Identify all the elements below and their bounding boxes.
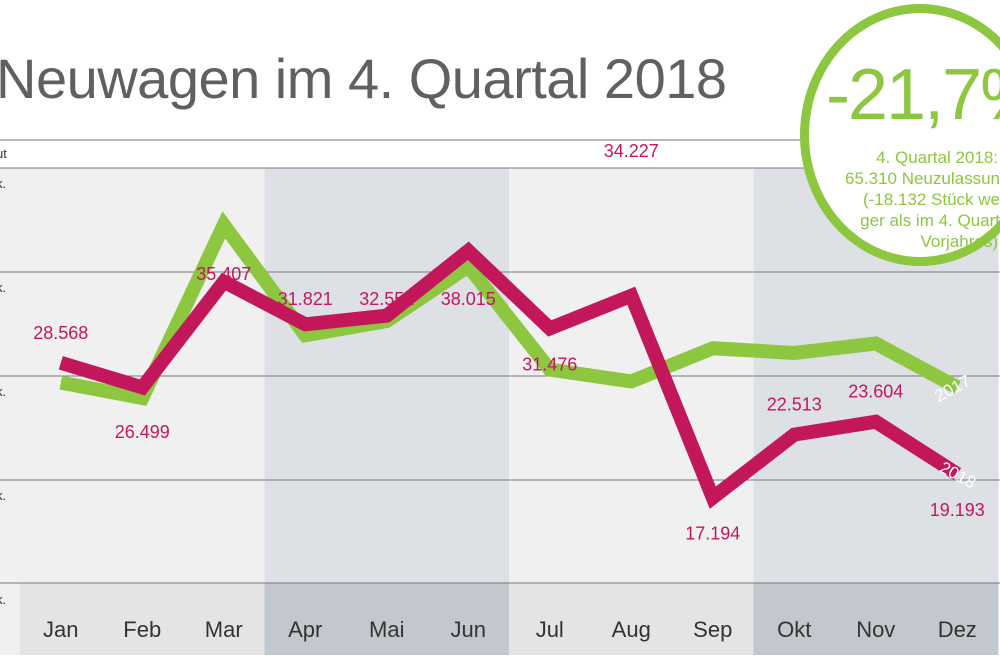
- y-tick-label: k.: [0, 592, 7, 607]
- month-label: Feb: [123, 617, 161, 642]
- data-label: 32.551: [359, 289, 414, 309]
- badge-percentage: -21,7%: [826, 55, 1000, 135]
- month-label: Nov: [856, 617, 895, 642]
- month-label-cell: [183, 583, 265, 655]
- data-label: 19.193: [930, 500, 985, 520]
- month-label: Jan: [43, 617, 78, 642]
- data-label: 28.568: [33, 323, 88, 343]
- series-line-2018: [58, 241, 962, 509]
- month-label-cell: [916, 583, 999, 655]
- month-label-cell: [753, 583, 836, 655]
- month-label-cell: [264, 583, 347, 655]
- data-label: 17.194: [685, 524, 740, 544]
- month-label-cell: [590, 583, 673, 655]
- month-label: Mar: [205, 617, 243, 642]
- data-label: 26.499: [115, 422, 170, 442]
- data-label: 23.604: [848, 382, 903, 402]
- data-label: 35.407: [196, 264, 251, 284]
- data-label: 38.015: [441, 289, 496, 309]
- data-label: 34.227: [604, 141, 659, 161]
- month-label: Okt: [777, 617, 811, 642]
- badge-text-line: 4. Quartal 2018:: [876, 148, 998, 167]
- month-label-cell: [427, 583, 510, 655]
- month-label: Sep: [693, 617, 732, 642]
- y-tick-label: k.: [0, 176, 7, 191]
- badge-text-line: ger als im 4. Quart: [860, 211, 1000, 230]
- month-label-cell: [101, 583, 184, 655]
- chart-title: Neuwagen im 4. Quartal 2018: [0, 47, 727, 110]
- month-label: Dez: [938, 617, 977, 642]
- data-label: 31.476: [522, 354, 577, 374]
- badge-text-line: 65.310 Neuzulassun: [844, 169, 1000, 188]
- y-tick-label: ut: [0, 146, 7, 161]
- axis-margin: [0, 168, 20, 655]
- data-labels: 28.568 26.499 35.407 31.821 32.551 38.015 31.4…: [33, 141, 985, 544]
- month-label: Apr: [288, 617, 322, 642]
- data-label: 31.821: [278, 289, 333, 309]
- month-label: Jul: [536, 617, 564, 642]
- y-tick-label: k.: [0, 384, 7, 399]
- month-label: Aug: [612, 617, 651, 642]
- series-lines: [58, 211, 962, 509]
- month-labels: Jan Feb Mar Apr Mai Jun Jul Aug Sep Okt Nov Dez: [43, 617, 977, 642]
- month-label-cell: [672, 583, 754, 655]
- month-label: Mai: [369, 617, 404, 642]
- percentage-badge: [800, 4, 1000, 266]
- series-line-2017: [59, 211, 961, 406]
- month-label-cell: [346, 583, 428, 655]
- badge-text-line: Vorjahres): [920, 232, 998, 251]
- y-tick-label: k.: [0, 488, 7, 503]
- data-label: 22.513: [767, 395, 822, 415]
- month-label-cell: [835, 583, 917, 655]
- month-label-cell: [20, 583, 102, 655]
- y-tick-label: k.: [0, 280, 7, 295]
- badge-text-line: (-18.132 Stück we: [862, 190, 1000, 209]
- month-label-cell: [509, 583, 591, 655]
- month-label: Jun: [451, 617, 486, 642]
